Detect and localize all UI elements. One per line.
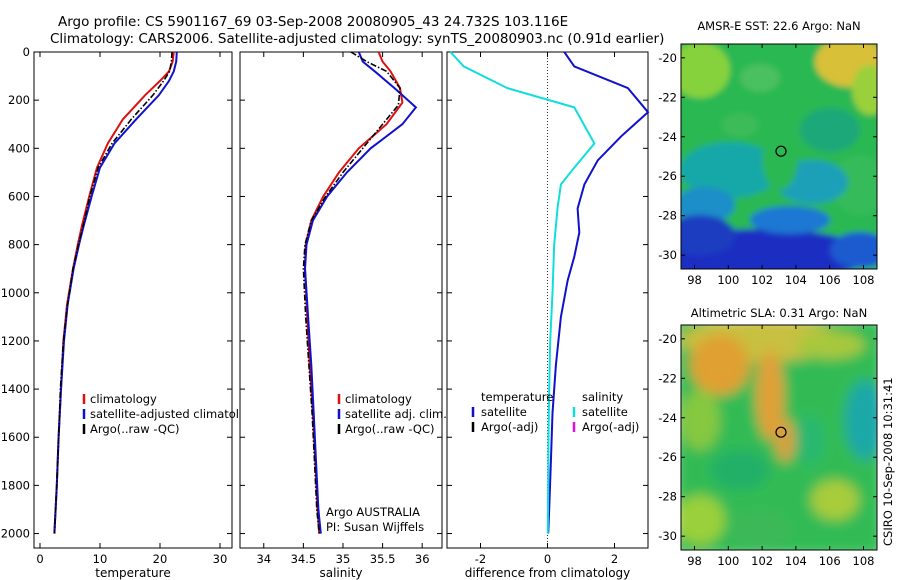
sla-heatmap <box>681 325 877 550</box>
legend-label: climatology <box>90 392 157 406</box>
legend-label: Argo(-adj) <box>582 420 639 434</box>
legend-label: satellite adj. clim. <box>345 407 447 421</box>
y-tick-label: 1400 <box>1 382 30 396</box>
legend-label: Argo(-adj) <box>481 420 538 434</box>
legend-label: climatology <box>345 392 412 406</box>
map-x-tick-label: 98 <box>687 554 702 568</box>
map-y-tick-label: -28 <box>658 490 677 504</box>
series-line-argo <box>302 51 401 534</box>
map-x-tick-label: 106 <box>819 273 841 287</box>
y-tick-label: 1000 <box>1 286 30 300</box>
sla-map-frame <box>680 324 878 551</box>
map-y-tick-label: -24 <box>658 411 677 425</box>
y-tick-label: 800 <box>8 238 30 252</box>
map-y-tick-label: -24 <box>658 130 677 144</box>
map-x-tick-label: 102 <box>751 554 773 568</box>
map-y-tick-label: -28 <box>658 209 677 223</box>
x-tick-label: 35.5 <box>370 552 396 566</box>
sst-heatmap <box>681 44 877 269</box>
map-y-tick-label: -26 <box>658 169 677 183</box>
x-tick-label: 34.5 <box>291 552 317 566</box>
salinity-plot-frame <box>239 51 443 549</box>
legend-group-header: temperature <box>481 390 553 404</box>
salinity-x-axis-label: salinity <box>319 566 362 580</box>
map-y-tick-label: -30 <box>658 248 677 262</box>
series-line-argo <box>53 51 173 534</box>
map-y-tick-label: -20 <box>658 51 677 65</box>
figure-title-line1: Argo profile: CS 5901167_69 03-Sep-2008 … <box>58 14 568 30</box>
y-tick-label: 400 <box>8 141 30 155</box>
argo-position-marker <box>775 145 787 157</box>
series-line-satellite <box>547 51 650 534</box>
x-tick-label: 36 <box>415 552 430 566</box>
sla-map-title: Altimetric SLA: 0.31 Argo: NaN <box>691 306 867 320</box>
sla-map-panel: Altimetric SLA: 0.31 Argo: NaN 98 100 102 1… <box>658 306 878 568</box>
map-x-tick-label: 98 <box>687 273 702 287</box>
map-y-tick-label: -22 <box>658 90 677 104</box>
series-line-satellite_diff <box>449 51 596 534</box>
y-tick-label: 1800 <box>1 478 30 492</box>
map-x-tick-label: 108 <box>853 554 875 568</box>
y-tick-label: 600 <box>8 189 30 203</box>
map-y-tick-label: -26 <box>658 450 677 464</box>
x-tick-label: -2 <box>475 552 486 566</box>
legend-label: Argo(..raw -QC) <box>90 422 180 436</box>
difference-x-axis-label: difference from climatology <box>465 566 631 580</box>
legend-label: satellite <box>481 405 527 419</box>
map-x-tick-label: 104 <box>785 554 807 568</box>
legend-label: Argo(..raw -QC) <box>345 422 435 436</box>
temperature-x-axis-label: temperature <box>95 566 170 580</box>
y-tick-label: 1600 <box>1 430 30 444</box>
legend-label: satellite-adjusted climatology <box>90 407 260 421</box>
x-tick-label: 2 <box>611 552 618 566</box>
temperature-profile-panel: 0 10 20 30 0 200 400 600 800 1000 1200 1400 1600 1800… <box>1 45 261 580</box>
map-x-tick-label: 106 <box>819 554 841 568</box>
argo-position-marker <box>775 426 787 438</box>
series-line-satellite <box>303 51 418 534</box>
figure-title-line2: Climatology: CARS2006. Satellite-adjuste… <box>50 31 664 47</box>
x-tick-label: 30 <box>213 552 228 566</box>
map-x-tick-label: 108 <box>853 273 875 287</box>
y-tick-label: 200 <box>8 93 30 107</box>
sst-map-panel: AMSR-E SST: 22.6 Argo: NaN <box>658 19 878 287</box>
map-x-tick-label: 100 <box>717 554 739 568</box>
map-x-tick-label: 102 <box>751 273 773 287</box>
annotation-pi-name: PI: Susan Wijffels <box>326 520 424 534</box>
sst-map-title: AMSR-E SST: 22.6 Argo: NaN <box>697 19 860 33</box>
annotation-argo-program: Argo AUSTRALIA <box>326 505 420 519</box>
x-tick-label: 34 <box>256 552 271 566</box>
map-y-tick-label: -22 <box>658 371 677 385</box>
salinity-profile-panel: 34 34.5 35 35.5 36 salinity climatologysatelli… <box>239 51 447 580</box>
x-tick-label: 20 <box>153 552 168 566</box>
legend-group-header: salinity <box>582 390 623 404</box>
x-tick-label: 10 <box>93 552 108 566</box>
temperature-plot-frame <box>33 51 233 549</box>
x-tick-label: 0 <box>36 552 43 566</box>
sst-map-frame <box>680 43 878 270</box>
map-y-tick-label: -20 <box>658 332 677 346</box>
map-y-tick-label: -30 <box>658 529 677 543</box>
x-tick-label: 35 <box>336 552 351 566</box>
legend-label: satellite <box>582 405 628 419</box>
x-tick-label: 0 <box>544 552 551 566</box>
map-x-tick-label: 100 <box>717 273 739 287</box>
y-tick-label: 0 <box>23 45 30 59</box>
side-stamp: CSIRO 10-Sep-2008 10:31:41 <box>881 377 895 546</box>
y-tick-label: 1200 <box>1 334 30 348</box>
map-x-tick-label: 104 <box>785 273 807 287</box>
y-tick-label: 2000 <box>1 527 30 541</box>
